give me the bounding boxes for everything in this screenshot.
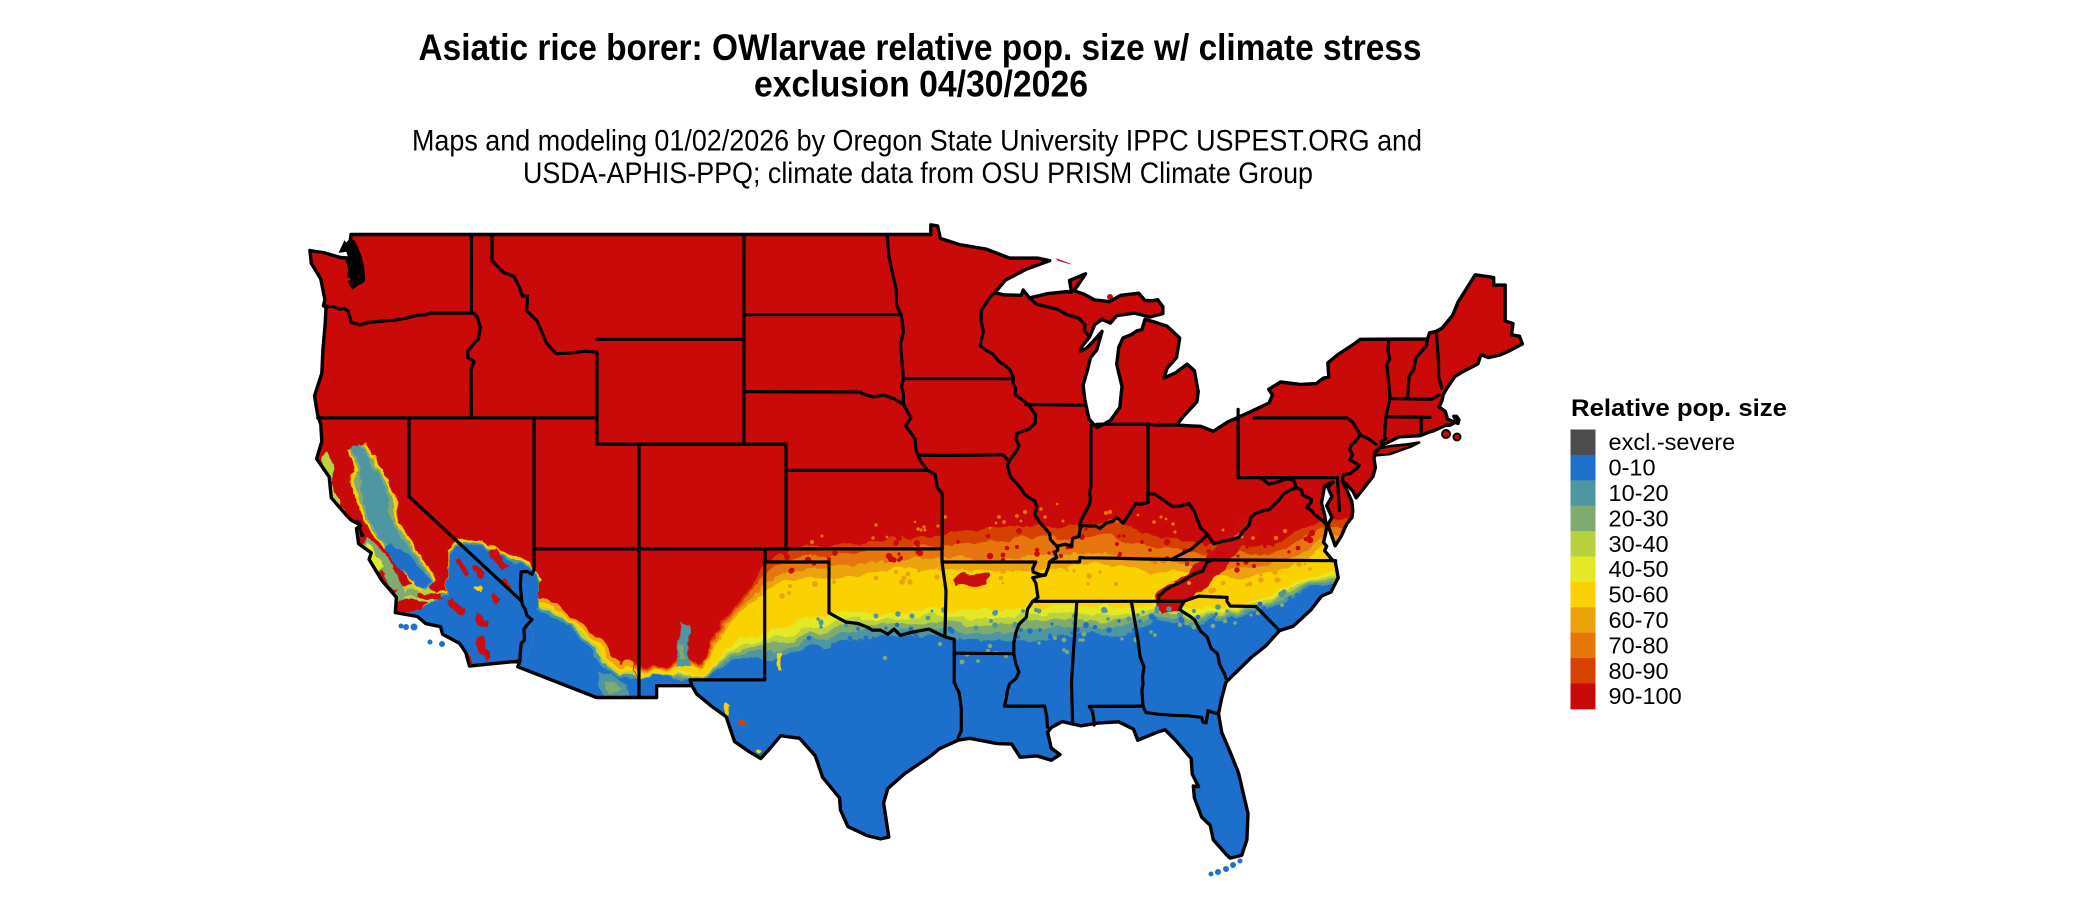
svg-text:50-60: 50-60 — [1609, 582, 1669, 608]
svg-text:Maps and modeling 01/02/2026 b: Maps and modeling 01/02/2026 by Oregon S… — [412, 125, 1422, 158]
svg-text:exclusion 04/30/2026: exclusion 04/30/2026 — [754, 63, 1088, 105]
svg-text:USDA-APHIS-PPQ; climate data f: USDA-APHIS-PPQ; climate data from OSU PR… — [523, 157, 1313, 190]
svg-text:Relative pop. size: Relative pop. size — [1571, 395, 1787, 422]
svg-text:60-70: 60-70 — [1609, 607, 1669, 633]
svg-text:40-50: 40-50 — [1609, 556, 1669, 582]
svg-text:excl.-severe: excl.-severe — [1609, 429, 1736, 455]
svg-text:20-30: 20-30 — [1609, 505, 1669, 531]
svg-text:30-40: 30-40 — [1609, 531, 1669, 557]
svg-text:Asiatic rice borer: OWlarvae r: Asiatic rice borer: OWlarvae relative po… — [419, 26, 1422, 68]
svg-text:0-10: 0-10 — [1609, 455, 1656, 481]
svg-text:70-80: 70-80 — [1609, 632, 1669, 658]
svg-text:80-90: 80-90 — [1609, 658, 1669, 684]
svg-text:90-100: 90-100 — [1609, 683, 1682, 709]
svg-text:10-20: 10-20 — [1609, 480, 1669, 506]
